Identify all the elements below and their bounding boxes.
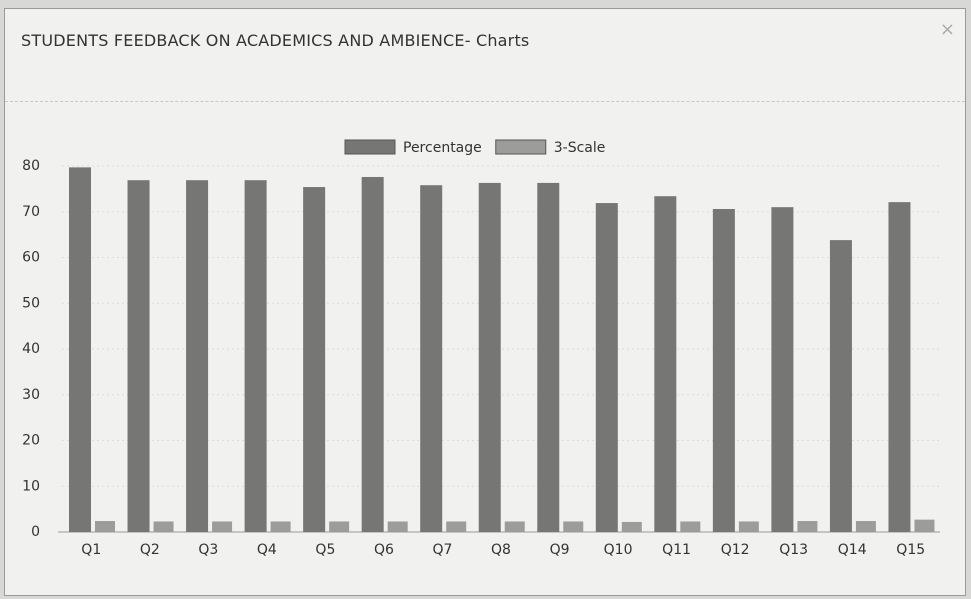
bar [888, 202, 911, 532]
bar [212, 521, 233, 532]
bar [329, 521, 350, 532]
bar [446, 521, 467, 532]
bar [654, 196, 677, 532]
y-tick-label: 20 [22, 433, 40, 449]
x-tick-label: Q1 [81, 542, 101, 558]
bar [186, 180, 209, 532]
x-tick-label: Q5 [315, 542, 335, 558]
y-tick-label: 10 [22, 478, 40, 494]
bar [621, 521, 642, 532]
x-tick-label: Q15 [896, 542, 925, 558]
bar [69, 167, 91, 532]
x-tick-label: Q14 [838, 542, 867, 558]
legend-label: Percentage [403, 140, 482, 156]
y-tick-label: 60 [22, 250, 40, 266]
y-tick-label: 80 [22, 158, 40, 174]
bar [712, 209, 735, 532]
bar [361, 176, 384, 533]
y-tick-label: 70 [22, 204, 40, 220]
bar [829, 240, 852, 533]
bar [797, 521, 818, 532]
bar [537, 182, 560, 533]
x-tick-label: Q2 [140, 542, 160, 558]
bar [95, 521, 115, 532]
legend-label: 3-Scale [554, 140, 606, 156]
bar [563, 521, 584, 532]
separator [5, 101, 965, 102]
bar [771, 207, 794, 533]
x-tick-label: Q3 [198, 542, 218, 558]
bar [303, 187, 326, 533]
bar [244, 180, 267, 532]
bar [855, 521, 876, 532]
bar [420, 185, 443, 532]
x-tick-label: Q13 [779, 542, 808, 558]
x-tick-label: Q12 [721, 542, 750, 558]
x-tick-label: Q10 [604, 542, 633, 558]
bar [387, 521, 408, 532]
close-button[interactable]: × [939, 19, 955, 40]
bar [153, 521, 174, 532]
legend-swatch [344, 139, 396, 155]
bar [504, 521, 525, 532]
bar [914, 519, 935, 532]
bar [680, 521, 701, 532]
x-tick-label: Q9 [550, 542, 570, 558]
x-tick-label: Q6 [374, 542, 394, 558]
y-tick-label: 0 [31, 524, 40, 540]
bar [127, 180, 150, 532]
x-tick-label: Q11 [662, 542, 691, 558]
modal-title: STUDENTS FEEDBACK ON ACADEMICS AND AMBIE… [21, 31, 530, 50]
y-tick-label: 40 [22, 341, 40, 357]
x-tick-label: Q7 [432, 542, 452, 558]
y-tick-label: 30 [22, 387, 40, 403]
bar [478, 182, 501, 533]
x-tick-label: Q4 [257, 542, 277, 558]
bar [738, 521, 759, 532]
x-tick-label: Q8 [491, 542, 511, 558]
legend-swatch [495, 139, 547, 155]
bar [270, 521, 291, 532]
y-tick-label: 50 [22, 295, 40, 311]
bar [595, 203, 618, 532]
